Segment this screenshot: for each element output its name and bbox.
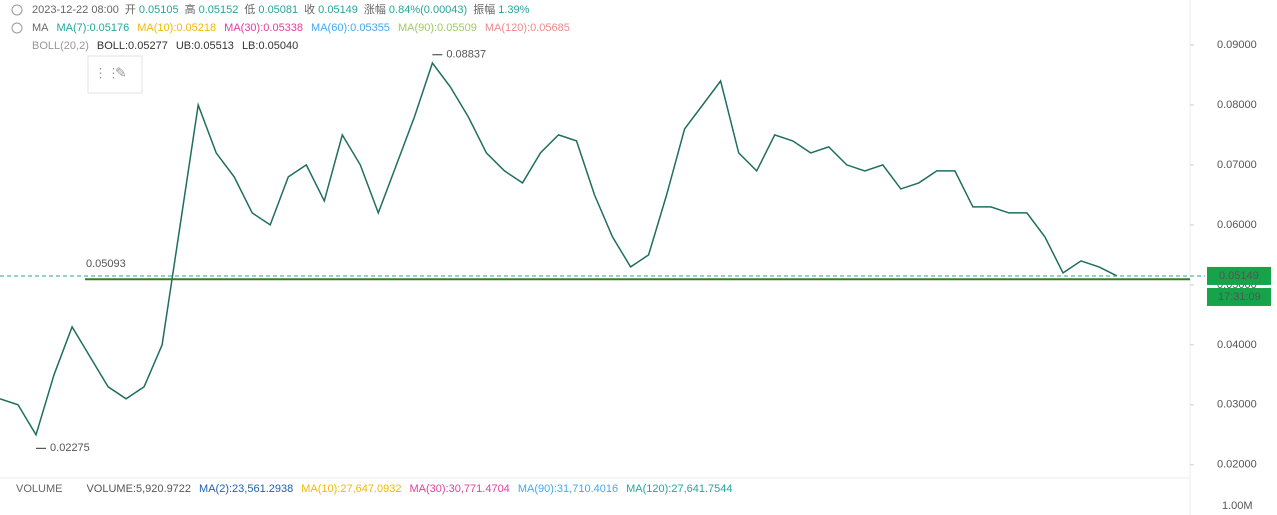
header-value: MA	[32, 22, 49, 34]
collapse-icon	[11, 22, 23, 34]
header-value: 低	[244, 3, 255, 16]
drag-handle[interactable]: ⋮⋮	[94, 65, 120, 80]
header-value: 高	[185, 2, 196, 16]
header-value: MA(90):0.05509	[398, 22, 477, 34]
header-value: LB:0.05040	[242, 40, 298, 52]
header-line: VOLUME VOLUME:5,920.9722 MA(2):23,561.2938…	[16, 483, 733, 495]
header-value: 收	[304, 2, 315, 16]
volume-tick: 1.00M	[1222, 500, 1253, 512]
collapse-icon	[11, 4, 23, 16]
last-price-box	[1207, 266, 1271, 285]
header-value: MA(60):0.05355	[311, 22, 390, 34]
header-value: 0.05152	[199, 4, 239, 16]
header-value: BOLL(20,2)	[32, 40, 89, 52]
header-value: 0.84%(0.00043)	[389, 4, 467, 16]
header-value: MA(10):0.05218	[137, 22, 216, 34]
header-value: VOLUME:5,920.9722	[86, 483, 191, 495]
header-value: MA(7):0.05176	[57, 22, 130, 34]
support-label: 0.05093	[86, 258, 126, 270]
header-value: MA(120):0.05685	[485, 22, 570, 34]
header-value: 0.05105	[139, 4, 179, 16]
toolbar[interactable]	[87, 55, 143, 94]
y-tick-label: 0.04000	[1217, 339, 1257, 351]
header-line: 2023-12-22 08:00 开 0.05105 高 0.05152 低 0.05081…	[32, 2, 530, 16]
y-tick-label: 0.07000	[1217, 159, 1257, 171]
min-label: 0.02275	[50, 442, 90, 454]
header-value: UB:0.05513	[176, 40, 234, 52]
last-price-label: 0.05149	[1219, 270, 1259, 282]
y-tick-label: 0.06000	[1217, 219, 1257, 231]
header-line: BOLL(20,2) BOLL:0.05277 UB:0.05513 LB:0.050…	[32, 40, 298, 52]
max-label: 0.08837	[446, 49, 486, 61]
header-value: MA(120):27,641.7544	[626, 483, 732, 495]
header-line: MA MA(7):0.05176 MA(10):0.05218 MA(30):0.05…	[32, 22, 570, 34]
y-tick-label: 0.08000	[1217, 99, 1257, 111]
header-value: VOLUME	[16, 483, 62, 495]
header-value: MA(10):27,647.0932	[301, 483, 401, 495]
ruler-icon[interactable]: ✎	[115, 65, 127, 81]
header-value: MA(2):23,561.2938	[199, 483, 293, 495]
header-value: MA(30):30,771.4704	[410, 483, 510, 495]
header-value: MA(30):0.05338	[224, 22, 303, 34]
y-tick-label: 0.03000	[1217, 399, 1257, 411]
time-box	[1207, 287, 1271, 306]
time-label: 17:31:09	[1218, 291, 1261, 303]
header-value: 涨幅	[364, 3, 386, 16]
price-line	[0, 61, 1118, 437]
header-value: 振幅	[473, 2, 495, 16]
header-value: 1.39%	[498, 4, 529, 16]
header-value: 2023-12-22 08:00	[32, 4, 119, 16]
header-value: 开	[125, 4, 136, 16]
header-value: 0.05081	[258, 4, 298, 16]
header-value: BOLL:0.05277	[97, 40, 168, 52]
header-value: MA(90):31,710.4016	[518, 483, 618, 495]
y-tick-label: 0.09000	[1217, 39, 1257, 51]
header-value: 0.05149	[318, 4, 358, 16]
y-tick-label: 0.02000	[1217, 459, 1257, 471]
